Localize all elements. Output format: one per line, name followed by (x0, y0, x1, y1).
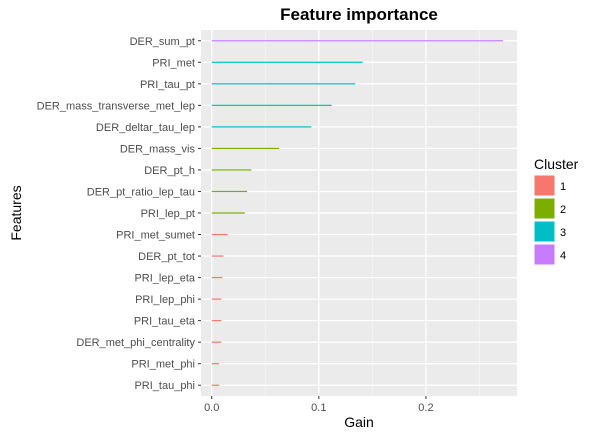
bar-PRI_lep_eta (211, 276, 223, 279)
y-tick-label: DER_pt_tot (138, 251, 195, 263)
legend-key-2 (533, 197, 556, 220)
bar-DER_pt_h (211, 169, 252, 171)
legend-key-4 (533, 243, 556, 266)
legend-label: 2 (560, 204, 566, 216)
x-tick-label: 0.1 (311, 402, 326, 414)
bars (211, 40, 504, 386)
y-tick-label: PRI_lep_eta (134, 273, 195, 285)
bar-PRI_lep_phi (211, 298, 222, 300)
legend-label: 4 (560, 250, 566, 262)
y-tick-label: DER_pt_ratio_lep_tau (87, 186, 195, 198)
bar-DER_mass_transverse_met_lep (211, 104, 332, 106)
bar-PRI_met_phi (211, 363, 220, 365)
y-tick-label: PRI_tau_eta (134, 316, 196, 328)
legend: Cluster 1 2 3 4 (533, 156, 579, 266)
legend-key-3 (533, 220, 556, 243)
y-tick-label: PRI_met_sumet (116, 230, 195, 242)
y-tick-label: PRI_met_phi (131, 359, 195, 371)
legend-key-1 (533, 174, 556, 197)
bar-PRI_tau_pt (211, 83, 356, 85)
x-tick-label: 0.2 (418, 402, 433, 414)
y-tick-label: PRI_lep_pt (141, 208, 195, 220)
y-tick-label: PRI_lep_phi (135, 294, 195, 306)
bar-DER_pt_tot (211, 255, 224, 257)
x-axis-ticks: 0.0 0.1 0.2 (204, 396, 434, 414)
chart-title: Feature importance (280, 5, 438, 24)
bar-PRI_met_sumet (211, 233, 228, 236)
y-tick-label: PRI_tau_pt (140, 79, 195, 91)
bar-DER_met_phi_centrality (211, 341, 222, 343)
bar-PRI_tau_phi (211, 384, 220, 386)
legend-label: 3 (560, 227, 566, 239)
y-tick-label: DER_mass_transverse_met_lep (37, 100, 195, 112)
y-tick-label: DER_mass_vis (120, 143, 196, 155)
bar-PRI_lep_pt (211, 212, 245, 214)
bar-DER_mass_vis (211, 147, 280, 150)
y-tick-label: DER_met_phi_centrality (76, 337, 195, 349)
y-axis-ticks: DER_sum_pt PRI_met PRI_tau_pt DER_mass_tran… (37, 36, 201, 392)
bar-DER_deltar_tau_lep (211, 126, 312, 128)
bar-PRI_tau_eta (211, 320, 222, 322)
bar-DER_pt_ratio_lep_tau (211, 190, 248, 193)
legend-title: Cluster (534, 156, 579, 172)
x-tick-label: 0.0 (204, 402, 219, 414)
y-tick-label: PRI_tau_phi (134, 380, 195, 392)
bar-PRI_met (211, 61, 363, 63)
y-tick-label: DER_deltar_tau_lep (96, 122, 195, 134)
legend-label: 1 (560, 181, 566, 193)
y-tick-label: DER_sum_pt (130, 36, 195, 48)
y-tick-label: DER_pt_h (144, 165, 195, 177)
y-axis-title: Features (8, 185, 24, 240)
bar-DER_sum_pt (211, 40, 504, 42)
y-tick-label: PRI_met (152, 57, 195, 69)
x-axis-title: Gain (344, 414, 374, 430)
